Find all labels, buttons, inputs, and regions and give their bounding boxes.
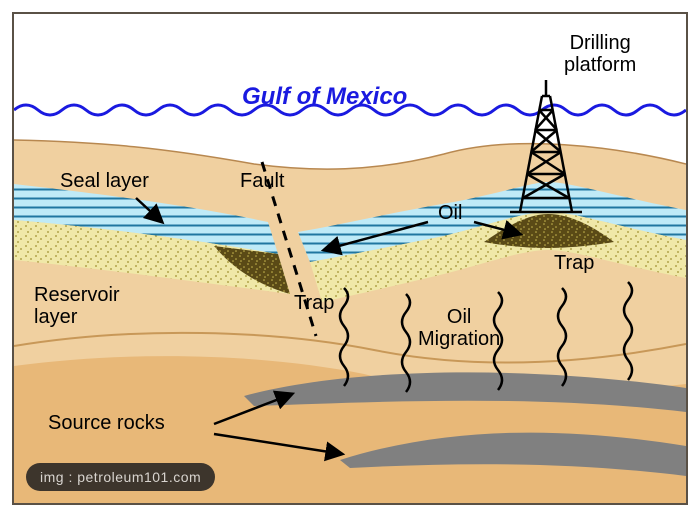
label-oil-migration: Oil Migration — [418, 306, 500, 350]
label-fault: Fault — [240, 170, 284, 192]
label-oil-migration-text: Oil Migration — [418, 306, 500, 350]
label-reservoir-layer-text: Reservoir layer — [34, 284, 120, 328]
diagram-frame: Gulf of Mexico Drilling platform Seal la… — [12, 12, 688, 505]
label-gulf-of-mexico: Gulf of Mexico — [242, 84, 407, 110]
label-oil: Oil — [438, 202, 462, 224]
label-reservoir-layer: Reservoir layer — [34, 284, 120, 328]
label-drilling-platform-text: Drilling platform — [564, 32, 636, 76]
label-trap-left: Trap — [294, 292, 334, 314]
label-seal-layer: Seal layer — [60, 170, 149, 192]
label-trap-right: Trap — [554, 252, 594, 274]
label-source-rocks: Source rocks — [48, 412, 165, 434]
image-credit: img : petroleum101.com — [26, 463, 215, 491]
label-drilling-platform: Drilling platform — [564, 32, 636, 76]
